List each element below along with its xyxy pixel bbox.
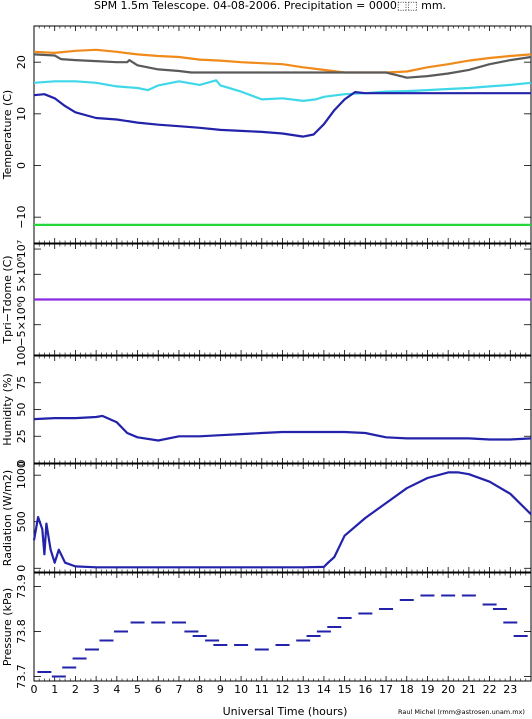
chart-title: SPM 1.5m Telescope. 04-08-2006. Precipit… <box>94 0 446 12</box>
x-tick-label: 23 <box>503 683 517 696</box>
y-tick-label: −5×10⁶ <box>15 302 28 346</box>
y-axis-label: Pressure (kPa) <box>1 588 14 666</box>
y-axis-label: Temperature (C) <box>1 90 14 180</box>
x-axis-label: Universal Time (hours) <box>223 705 348 718</box>
series-line <box>33 414 532 442</box>
x-tick-label: 2 <box>72 683 79 696</box>
x-tick-label: 11 <box>255 683 269 696</box>
y-tick-label: 25 <box>15 429 28 443</box>
y-tick-label: 5×10⁶ <box>15 256 28 291</box>
panel-frame <box>33 572 532 682</box>
y-tick-label: 0 <box>15 460 28 467</box>
x-tick-label: 4 <box>113 683 120 696</box>
y-tick-label: 1000 <box>15 461 28 489</box>
x-tick-label: 8 <box>196 683 203 696</box>
series-line <box>33 79 532 103</box>
credit-text: Raul Michel (rmm@astrosen.unam.mx) <box>398 708 525 716</box>
x-tick-label: 19 <box>420 683 434 696</box>
x-tick-label: 21 <box>462 683 476 696</box>
y-tick-label: 75 <box>15 376 28 390</box>
x-tick-label: 15 <box>338 683 352 696</box>
y-tick-label: 10 <box>15 107 28 121</box>
x-tick-label: 12 <box>276 683 290 696</box>
x-tick-label: 18 <box>400 683 414 696</box>
x-tick-label: 20 <box>441 683 455 696</box>
panel-frame <box>33 463 532 573</box>
series-line <box>33 90 531 138</box>
x-tick-label: 22 <box>483 683 497 696</box>
x-tick-label: 10 <box>234 683 248 696</box>
x-tick-label: 17 <box>379 683 393 696</box>
y-tick-label: 73.8 <box>15 619 28 644</box>
x-tick-label: 14 <box>317 683 331 696</box>
x-tick-label: 9 <box>217 683 224 696</box>
y-tick-label: 0 <box>15 565 28 572</box>
y-tick-label: 73.9 <box>15 574 28 599</box>
series-line <box>33 48 532 74</box>
panel-frame <box>33 355 532 464</box>
x-tick-label: 6 <box>155 683 162 696</box>
y-tick-label: 10⁷ <box>15 240 28 258</box>
y-tick-label: 50 <box>15 403 28 417</box>
y-tick-label: 0 <box>15 162 28 169</box>
x-tick-label: 7 <box>175 683 182 696</box>
y-tick-label: 100 <box>15 346 28 367</box>
y-tick-label: 0 <box>15 296 28 303</box>
y-axis-label: Humidity (%) <box>1 373 14 445</box>
x-tick-label: 1 <box>51 683 58 696</box>
y-tick-label: 20 <box>15 55 28 69</box>
x-tick-label: 3 <box>93 683 100 696</box>
y-axis-label: Radiation (W/m2) <box>1 470 14 566</box>
series-line <box>32 471 532 569</box>
x-tick-label: 0 <box>31 683 38 696</box>
series-line <box>33 53 532 79</box>
x-tick-label: 5 <box>134 683 141 696</box>
y-tick-label: −10 <box>15 206 28 229</box>
x-tick-label: 13 <box>296 683 310 696</box>
y-tick-label: 73.7 <box>15 664 28 689</box>
y-tick-label: 500 <box>15 511 28 532</box>
x-tick-label: 16 <box>358 683 372 696</box>
y-axis-label: Tpri−Tdome (C) <box>1 255 14 344</box>
